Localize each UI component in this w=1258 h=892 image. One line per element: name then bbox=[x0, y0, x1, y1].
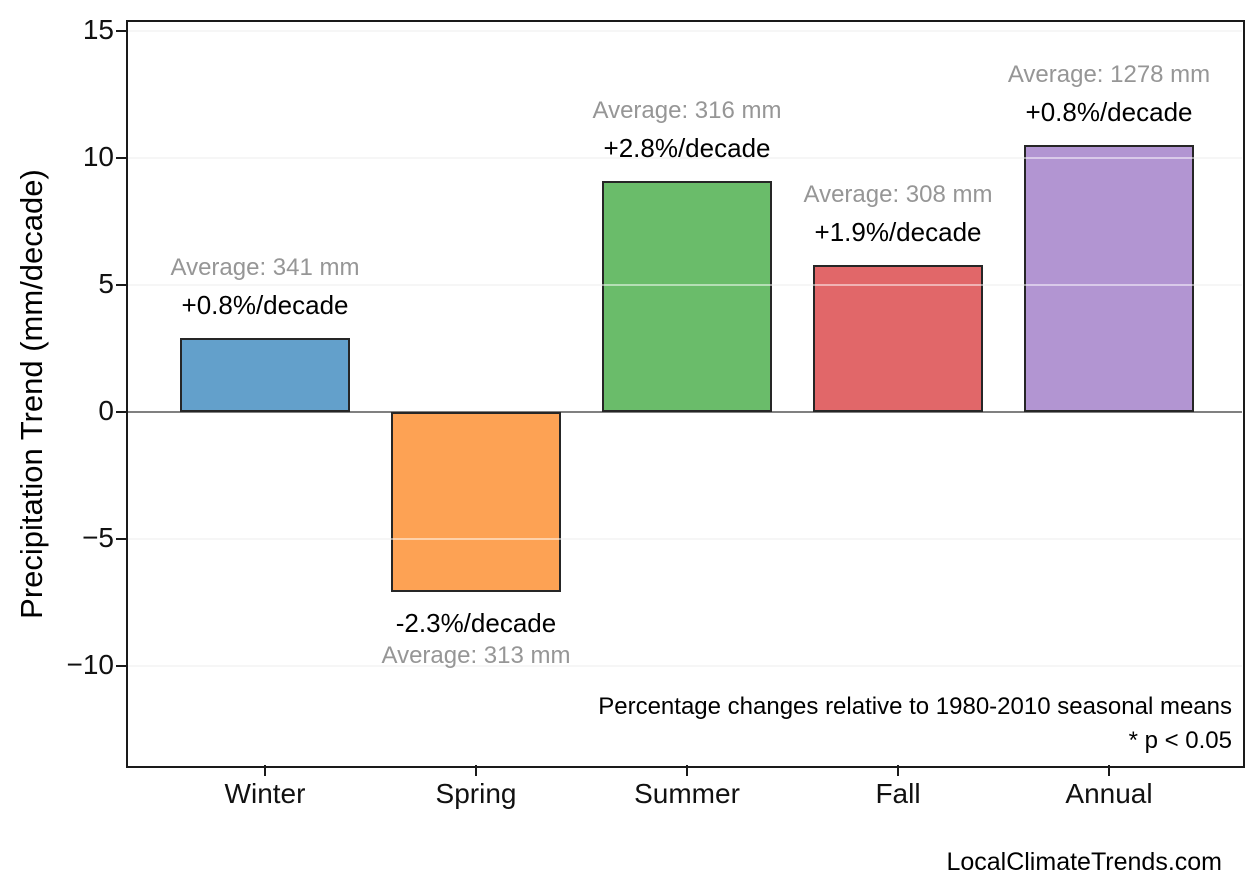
y-axis-title: Precipitation Trend (mm/decade) bbox=[14, 169, 49, 619]
bar-spring bbox=[391, 412, 561, 593]
y-tick-label: 0 bbox=[98, 395, 114, 426]
x-tick-label-annual: Annual bbox=[1065, 778, 1153, 809]
y-tick-mark bbox=[116, 410, 128, 414]
x-tick-mark bbox=[263, 765, 267, 776]
gridline-overlay bbox=[128, 538, 1242, 540]
trend-label: +2.8%/decade bbox=[603, 132, 771, 163]
y-tick-label: 15 bbox=[82, 14, 114, 45]
y-tick-label: 5 bbox=[98, 268, 114, 299]
watermark: LocalClimateTrends.com bbox=[946, 848, 1222, 876]
y-tick-label: 10 bbox=[82, 141, 114, 172]
footnote-significance: * p < 0.05 bbox=[1128, 727, 1232, 754]
x-tick-label-spring: Spring bbox=[435, 778, 517, 809]
chart-footnotes: Percentage changes relative to 1980-2010… bbox=[472, 690, 1232, 758]
y-tick-label: −10 bbox=[66, 649, 115, 680]
average-label: Average: 313 mm bbox=[381, 642, 571, 670]
footnote-percentage-basis: Percentage changes relative to 1980-2010… bbox=[598, 693, 1232, 720]
x-tick-label-fall: Fall bbox=[875, 778, 921, 809]
x-tick-mark bbox=[474, 765, 478, 776]
average-label: Average: 308 mm bbox=[803, 180, 993, 208]
y-tick-label: −5 bbox=[82, 522, 114, 553]
x-tick-label-summer: Summer bbox=[634, 778, 740, 809]
y-tick-mark bbox=[116, 664, 128, 668]
trend-label: +0.8%/decade bbox=[1025, 97, 1193, 128]
gridline-overlay bbox=[128, 665, 1242, 667]
y-tick-mark bbox=[116, 29, 128, 33]
trend-label: +0.8%/decade bbox=[181, 290, 349, 321]
gridline-overlay bbox=[128, 30, 1242, 32]
bar-summer bbox=[602, 180, 772, 412]
bar-winter bbox=[180, 338, 350, 412]
zero-line bbox=[128, 411, 1242, 413]
trend-label: +1.9%/decade bbox=[814, 216, 982, 247]
y-tick-mark bbox=[116, 283, 128, 287]
average-label: Average: 316 mm bbox=[592, 96, 782, 124]
gridline-overlay bbox=[128, 284, 1242, 286]
gridline-overlay bbox=[128, 157, 1242, 159]
trend-label: -2.3%/decade bbox=[395, 608, 557, 639]
x-tick-mark bbox=[685, 765, 689, 776]
average-label: Average: 1278 mm bbox=[1007, 61, 1211, 89]
plot-border bbox=[125, 19, 1245, 768]
y-tick-mark bbox=[116, 156, 128, 160]
bar-fall bbox=[813, 264, 983, 412]
x-tick-mark bbox=[896, 765, 900, 776]
bar-annual bbox=[1024, 145, 1194, 412]
average-label: Average: 341 mm bbox=[170, 254, 360, 282]
y-tick-mark bbox=[116, 537, 128, 541]
x-tick-label-winter: Winter bbox=[224, 778, 306, 809]
x-tick-mark bbox=[1107, 765, 1111, 776]
